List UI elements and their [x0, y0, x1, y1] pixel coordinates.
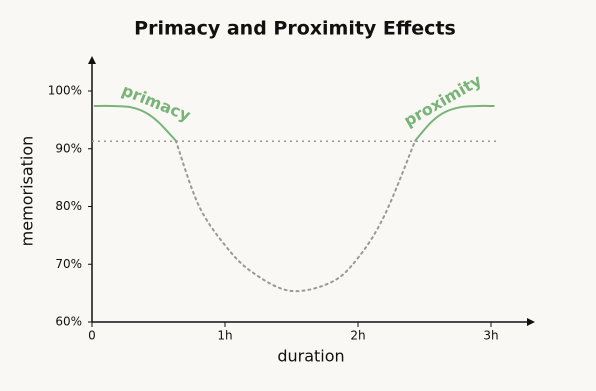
y-tick-label: 100% [48, 84, 82, 98]
x-axis-label: duration [277, 347, 344, 366]
annotation: primacy [119, 80, 194, 125]
y-tick-label: 90% [55, 141, 82, 155]
y-axis-label: memorisation [18, 136, 37, 247]
y-tick-label: 80% [55, 199, 82, 213]
chart-title: Primacy and Proximity Effects [134, 18, 456, 40]
x-tick-label: 2h [350, 329, 365, 343]
x-tick-label: 3h [483, 329, 498, 343]
line-series [174, 139, 417, 293]
y-tick-label: 60% [55, 315, 82, 329]
line-series [414, 104, 495, 142]
x-axis-arrow [527, 318, 535, 326]
y-axis-arrow [88, 56, 96, 64]
line-series [93, 104, 177, 142]
x-tick-label: 1h [217, 329, 232, 343]
annotation: proximity [400, 70, 485, 130]
x-tick-label: 0 [88, 329, 96, 343]
y-tick-label: 70% [55, 257, 82, 271]
